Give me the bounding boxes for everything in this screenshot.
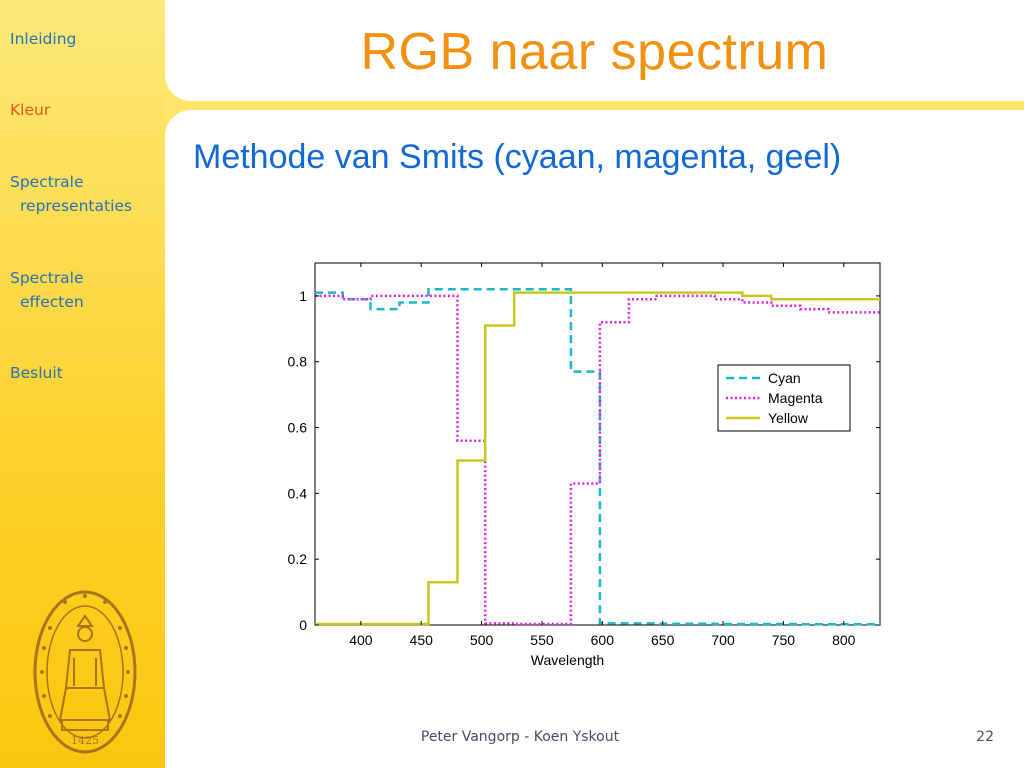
- x-tick-label: 600: [591, 632, 615, 648]
- page-number: 22: [976, 729, 994, 745]
- sidebar-item-label-line2: effecten: [20, 293, 84, 311]
- sidebar-item-kleur[interactable]: Kleur: [10, 98, 160, 122]
- series-line-yellow: [315, 291, 880, 626]
- legend-label-yellow: Yellow: [768, 410, 809, 426]
- slide-title: RGB naar spectrum: [360, 23, 829, 81]
- spectrum-chart: 400 450 500 550 600 650 700 750 800 0 0.2 0.4 0.6 0.8…: [288, 262, 881, 668]
- y-tick-label: 0.2: [288, 551, 308, 567]
- sidebar-item-besluit[interactable]: Besluit: [10, 361, 160, 385]
- sidebar-item-label: Spectrale: [10, 269, 84, 287]
- x-tick-label: 450: [410, 632, 434, 648]
- sidebar-item-label: Besluit: [10, 364, 63, 382]
- x-tick-label: 750: [772, 632, 796, 648]
- series-line-cyan: [315, 288, 880, 626]
- x-tick-label: 700: [711, 632, 735, 648]
- x-axis-label: Wavelength: [531, 652, 604, 668]
- sidebar-item-label-line2: representaties: [20, 197, 132, 215]
- sidebar-item-label: Inleiding: [10, 30, 77, 48]
- legend-label-cyan: Cyan: [768, 370, 801, 386]
- slide-subtitle: Methode van Smits (cyaan, magenta, geel): [193, 138, 842, 176]
- y-tick-label: 1: [299, 288, 307, 304]
- sidebar-item-spectrale-representaties[interactable]: Spectrale representaties: [10, 170, 160, 218]
- sidebar-item-inleiding[interactable]: Inleiding: [10, 27, 160, 51]
- sidebar: Inleiding Kleur Spectrale representaties…: [0, 0, 165, 768]
- x-tick-label: 400: [349, 632, 373, 648]
- y-tick-label: 0: [299, 617, 307, 633]
- y-tick-label: 0.8: [288, 354, 308, 370]
- sidebar-item-spectrale-effecten[interactable]: Spectrale effecten: [10, 266, 160, 314]
- x-tick-label: 800: [832, 632, 856, 648]
- plot-area-frame: [314, 262, 881, 626]
- y-tick-label: 0.4: [288, 485, 308, 501]
- footer-authors: Peter Vangorp - Koen Yskout: [420, 729, 620, 745]
- university-seal-logo: 1425: [33, 590, 137, 754]
- y-tick-label: 0.6: [288, 420, 308, 436]
- sidebar-item-label: Spectrale: [10, 173, 84, 191]
- sidebar-item-label: Kleur: [10, 101, 51, 119]
- series-line-magenta: [315, 294, 880, 626]
- x-tick-label: 500: [470, 632, 494, 648]
- legend-label-magenta: Magenta: [768, 390, 823, 406]
- x-tick-label: 550: [530, 632, 554, 648]
- title-area: [165, 0, 1024, 101]
- x-tick-label: 650: [651, 632, 675, 648]
- seal-year: 1425: [71, 734, 99, 747]
